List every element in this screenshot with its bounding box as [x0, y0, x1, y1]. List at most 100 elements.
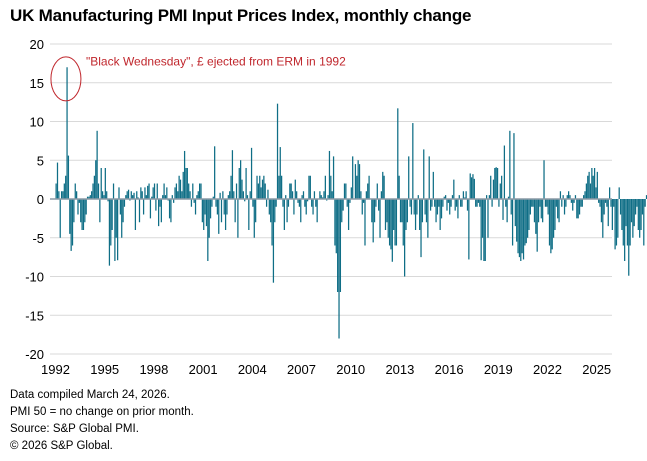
- bar: [468, 199, 470, 260]
- bar: [622, 199, 624, 246]
- bar: [312, 199, 314, 215]
- bar: [140, 187, 142, 199]
- bar: [625, 199, 627, 227]
- bar: [435, 199, 437, 223]
- bar: [223, 199, 225, 215]
- bar: [173, 199, 175, 203]
- bar: [63, 183, 65, 199]
- bar: [438, 199, 440, 207]
- bar: [360, 191, 362, 199]
- bar: [171, 195, 173, 199]
- bar: [133, 192, 135, 199]
- bar: [205, 199, 208, 227]
- bar: [587, 175, 589, 199]
- bar: [66, 67, 68, 199]
- bar: [67, 155, 70, 199]
- bar: [175, 183, 178, 199]
- bar: [399, 199, 402, 223]
- bar: [419, 199, 421, 230]
- bar: [445, 195, 447, 199]
- bar: [516, 199, 518, 242]
- bar: [177, 191, 179, 199]
- bar: [104, 168, 106, 199]
- bar: [168, 199, 171, 219]
- bar: [492, 179, 495, 199]
- bar: [65, 175, 67, 199]
- bar: [345, 183, 347, 199]
- bar: [450, 199, 452, 207]
- bar: [518, 199, 521, 258]
- bar: [358, 164, 361, 199]
- bar: [189, 191, 191, 199]
- bar: [546, 199, 548, 207]
- bar: [565, 199, 567, 207]
- bar: [178, 175, 180, 199]
- bar: [95, 160, 97, 199]
- bar: [543, 160, 545, 199]
- bar: [591, 168, 593, 199]
- bar: [134, 199, 137, 230]
- bar: [408, 156, 410, 199]
- bar: [313, 191, 316, 199]
- bar: [279, 147, 281, 199]
- bar: [614, 199, 616, 250]
- bar: [308, 175, 310, 199]
- bar: [609, 187, 611, 199]
- bar: [484, 199, 486, 261]
- bar: [316, 199, 318, 223]
- bar: [599, 199, 601, 207]
- bar: [386, 199, 388, 223]
- bar: [241, 179, 243, 199]
- bar: [606, 199, 608, 207]
- bar: [595, 187, 597, 199]
- bar: [533, 199, 536, 223]
- bar: [106, 191, 108, 199]
- bar: [287, 199, 290, 207]
- bar: [226, 199, 228, 215]
- bar: [486, 195, 488, 199]
- bar: [214, 146, 216, 199]
- bar: [286, 199, 288, 223]
- bar: [421, 199, 424, 223]
- bar: [598, 199, 600, 203]
- bar: [93, 175, 96, 199]
- bar: [127, 189, 130, 199]
- bar: [215, 199, 217, 207]
- bar: [129, 199, 131, 201]
- bar: [469, 173, 471, 199]
- bar: [490, 175, 492, 199]
- bar: [290, 183, 292, 199]
- footer-note: PMI 50 = no change on prior month.: [10, 406, 194, 418]
- bar: [119, 199, 121, 215]
- bar: [470, 177, 473, 199]
- bar: [252, 199, 254, 207]
- bar: [229, 191, 231, 199]
- bar: [80, 199, 82, 223]
- bar: [513, 133, 515, 199]
- bar: [602, 199, 604, 238]
- bar: [585, 183, 588, 199]
- bar: [58, 191, 60, 199]
- bar: [481, 199, 484, 238]
- bar: [276, 103, 279, 199]
- bar: [428, 156, 430, 199]
- bar: [488, 195, 490, 199]
- bar: [429, 199, 432, 211]
- bar: [610, 199, 612, 207]
- bar: [498, 199, 500, 207]
- bar: [363, 199, 365, 203]
- bar: [510, 199, 512, 215]
- y-tick-label: -10: [25, 270, 44, 285]
- bar: [431, 199, 433, 207]
- bar: [346, 199, 348, 207]
- bar: [536, 199, 538, 252]
- bar: [417, 195, 419, 199]
- bar: [97, 183, 100, 199]
- bar: [574, 195, 577, 199]
- bar: [271, 199, 273, 246]
- bar: [356, 175, 358, 199]
- bar: [375, 199, 377, 207]
- bar: [230, 175, 232, 199]
- bar: [410, 199, 413, 215]
